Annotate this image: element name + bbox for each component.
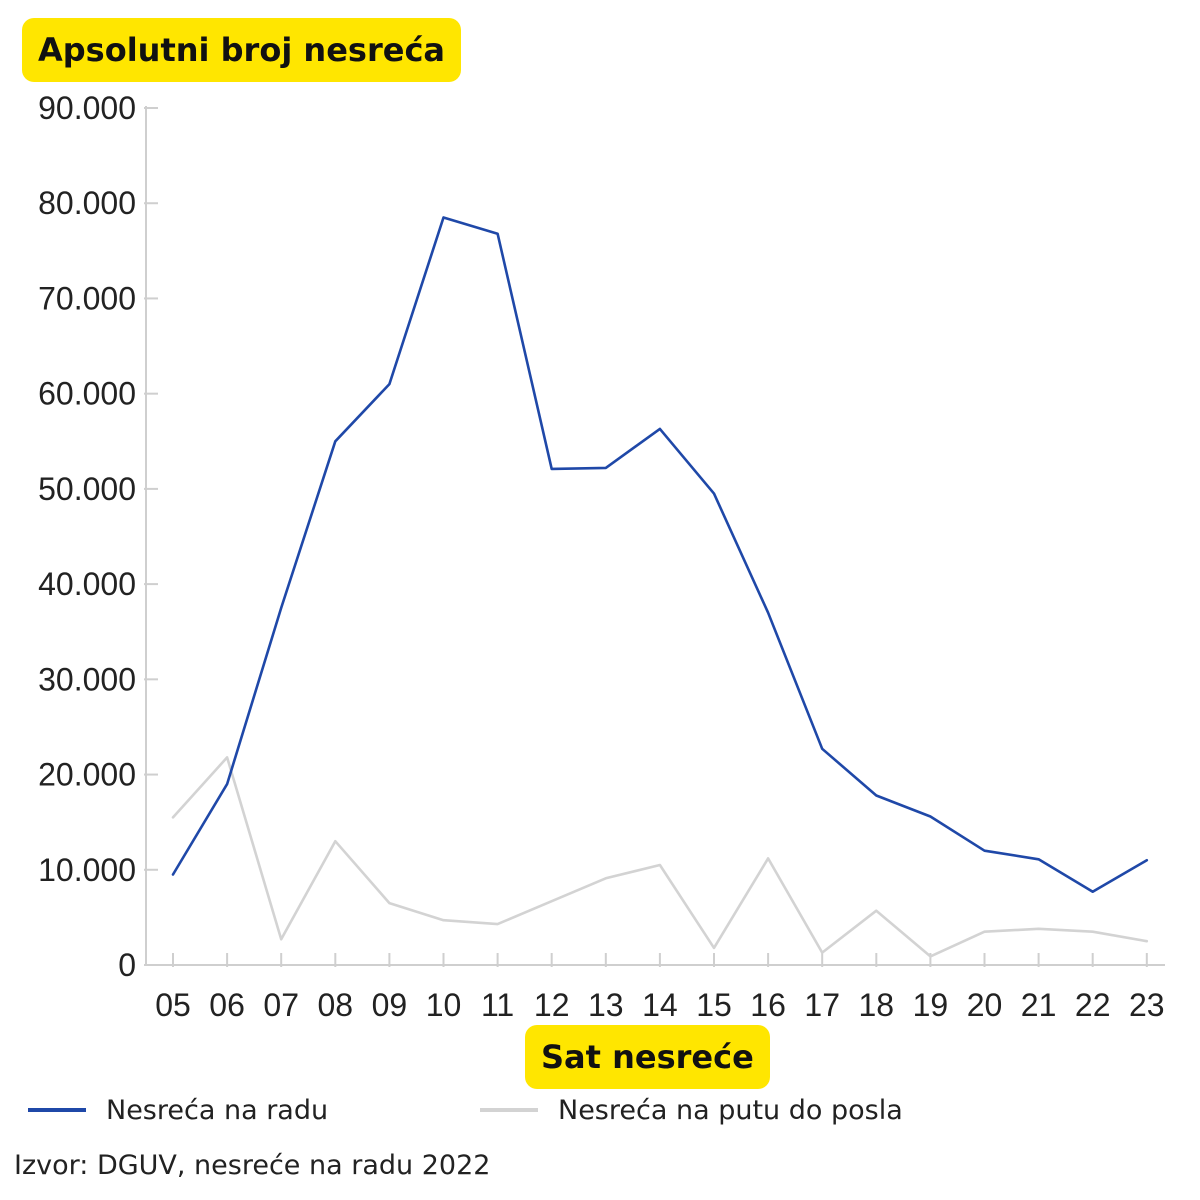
y-tick-label: 80.000 [38, 185, 136, 221]
y-tick-label: 70.000 [38, 280, 136, 316]
x-tick-label: 06 [209, 987, 245, 1023]
x-tick-label: 20 [967, 987, 1003, 1023]
x-tick-label: 15 [696, 987, 732, 1023]
y-tick-label: 30.000 [38, 661, 136, 697]
legend-swatch-blue [28, 1108, 86, 1112]
x-axis-label: Sat nesreće [525, 1025, 770, 1089]
x-tick-label: 10 [426, 987, 462, 1023]
y-tick-label: 10.000 [38, 852, 136, 888]
chart-title: Apsolutni broj nesreća [22, 18, 461, 82]
x-tick-label: 18 [859, 987, 895, 1023]
x-tick-label: 08 [318, 987, 354, 1023]
source-note: Izvor: DGUV, nesreće na radu 2022 [14, 1150, 491, 1181]
legend-item-nesreca-na-putu: Nesreća na putu do posla [480, 1092, 903, 1128]
x-tick-label: 09 [372, 987, 408, 1023]
x-tick-label: 14 [642, 987, 678, 1023]
x-tick-label: 12 [534, 987, 570, 1023]
x-tick-label: 05 [155, 987, 191, 1023]
series-line-nesreca-na-putu [171, 756, 1149, 958]
x-tick-label: 19 [913, 987, 949, 1023]
x-tick-label: 23 [1129, 987, 1165, 1023]
legend-label-nesreca-na-putu: Nesreća na putu do posla [558, 1094, 903, 1126]
y-tick-label: 60.000 [38, 376, 136, 412]
x-tick-label: 22 [1075, 987, 1111, 1023]
y-tick-label: 20.000 [38, 757, 136, 793]
x-tick-label: 11 [481, 987, 514, 1023]
y-tick-label: 0 [118, 947, 136, 983]
x-tick-label: 21 [1021, 987, 1057, 1023]
legend-item-nesreca-na-radu: Nesreća na radu [28, 1092, 328, 1128]
y-tick-label: 40.000 [38, 566, 136, 602]
legend-label-nesreca-na-radu: Nesreća na radu [106, 1094, 329, 1126]
x-tick-label: 16 [750, 987, 786, 1023]
series-line-nesreca-na-radu [171, 216, 1149, 894]
x-tick-label: 07 [263, 987, 299, 1023]
y-tick-label: 90.000 [38, 90, 136, 126]
chart-axes [145, 106, 1165, 966]
legend-swatch-gray [480, 1108, 538, 1112]
x-tick-label: 17 [804, 987, 840, 1023]
x-tick-label: 13 [588, 987, 624, 1023]
chart-series [171, 216, 1149, 958]
y-axis-ticks: 0 10.000 20.000 30.000 40.000 50.000 60.000 70.… [38, 90, 158, 983]
x-axis-ticks: 05 06 07 08 09 10 11 12 13 14 15 16 17 18 19 20 21 22 23 [155, 953, 1165, 1023]
y-tick-label: 50.000 [38, 471, 136, 507]
